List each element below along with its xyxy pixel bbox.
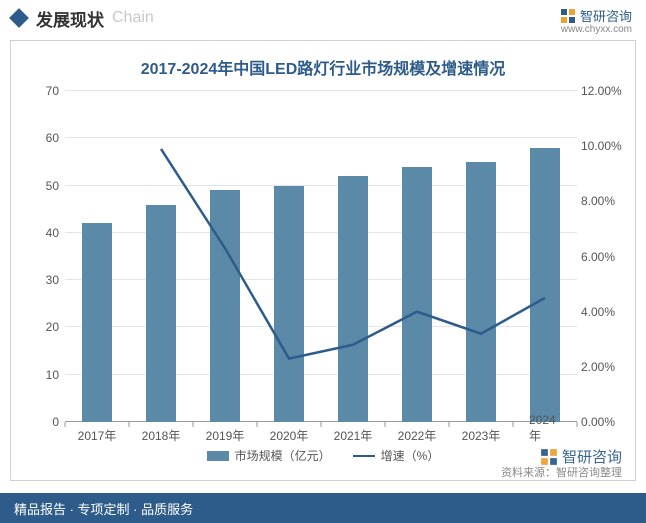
x-tick [385,422,386,427]
footer-text: 精品报告 · 专项定制 · 品质服务 [14,499,193,518]
x-tick [449,422,450,427]
y-left-tick-label: 0 [19,415,59,429]
container: 发展现状 Chain 智研咨询 www.chyxx.com 2017-2024年… [0,0,646,523]
x-tick-label: 2023年 [462,427,501,444]
brand-name-top: 智研咨询 [580,6,632,25]
header: 发展现状 Chain [0,0,646,32]
diamond-icon [9,8,29,28]
y-left-tick-label: 30 [19,273,59,287]
y-left-tick-label: 40 [19,226,59,240]
y-left-tick-label: 50 [19,179,59,193]
legend-item-line: 增速（%） [353,447,440,464]
chart-title: 2017-2024年中国LED路灯行业市场规模及增速情况 [11,41,635,85]
line-swatch-icon [353,455,375,457]
x-tick-label: 2021年 [334,427,373,444]
y-right-tick-label: 2.00% [581,360,629,374]
y-left-tick-label: 60 [19,131,59,145]
y-right-tick-label: 12.00% [581,84,629,98]
y-right-tick-label: 6.00% [581,250,629,264]
x-tick-label: 2020年 [270,427,309,444]
x-tick [129,422,130,427]
x-tick [513,422,514,427]
y-right-tick-label: 8.00% [581,194,629,208]
x-tick [577,422,578,427]
y-left-tick-label: 10 [19,368,59,382]
footer-bar: 精品报告 · 专项定制 · 品质服务 [0,493,646,523]
x-tick [65,422,66,427]
y-left-tick-label: 20 [19,320,59,334]
x-tick-label: 2018年 [142,427,181,444]
x-tick [193,422,194,427]
x-tick-label: 2022年 [398,427,437,444]
plot-area: 0102030405060700.00%2.00%4.00%6.00%8.00%… [65,91,577,422]
x-tick-label: 2019年 [206,427,245,444]
brand-top: 智研咨询 [560,6,632,25]
brand-icon [560,8,576,24]
bar-swatch-icon [207,451,229,461]
brand-url: www.chyxx.com [561,24,632,35]
x-tick [321,422,322,427]
legend-item-bar: 市场规模（亿元） [207,447,331,464]
y-left-tick-label: 70 [19,84,59,98]
y-right-tick-label: 0.00% [581,415,629,429]
x-tick [257,422,258,427]
chart-area: 2017-2024年中国LED路灯行业市场规模及增速情况 01020304050… [10,40,636,481]
legend-bar-label: 市场规模（亿元） [235,447,331,464]
header-subtitle: Chain [112,9,154,27]
y-right-tick-label: 10.00% [581,139,629,153]
header-title: 发展现状 [36,6,104,31]
legend-line-label: 增速（%） [381,447,440,464]
y-right-tick-label: 4.00% [581,305,629,319]
line-series [65,91,577,422]
brand-icon-bottom [540,448,558,466]
x-tick-label: 2017年 [78,427,117,444]
source-text: 资料来源：智研咨询整理 [501,464,622,480]
